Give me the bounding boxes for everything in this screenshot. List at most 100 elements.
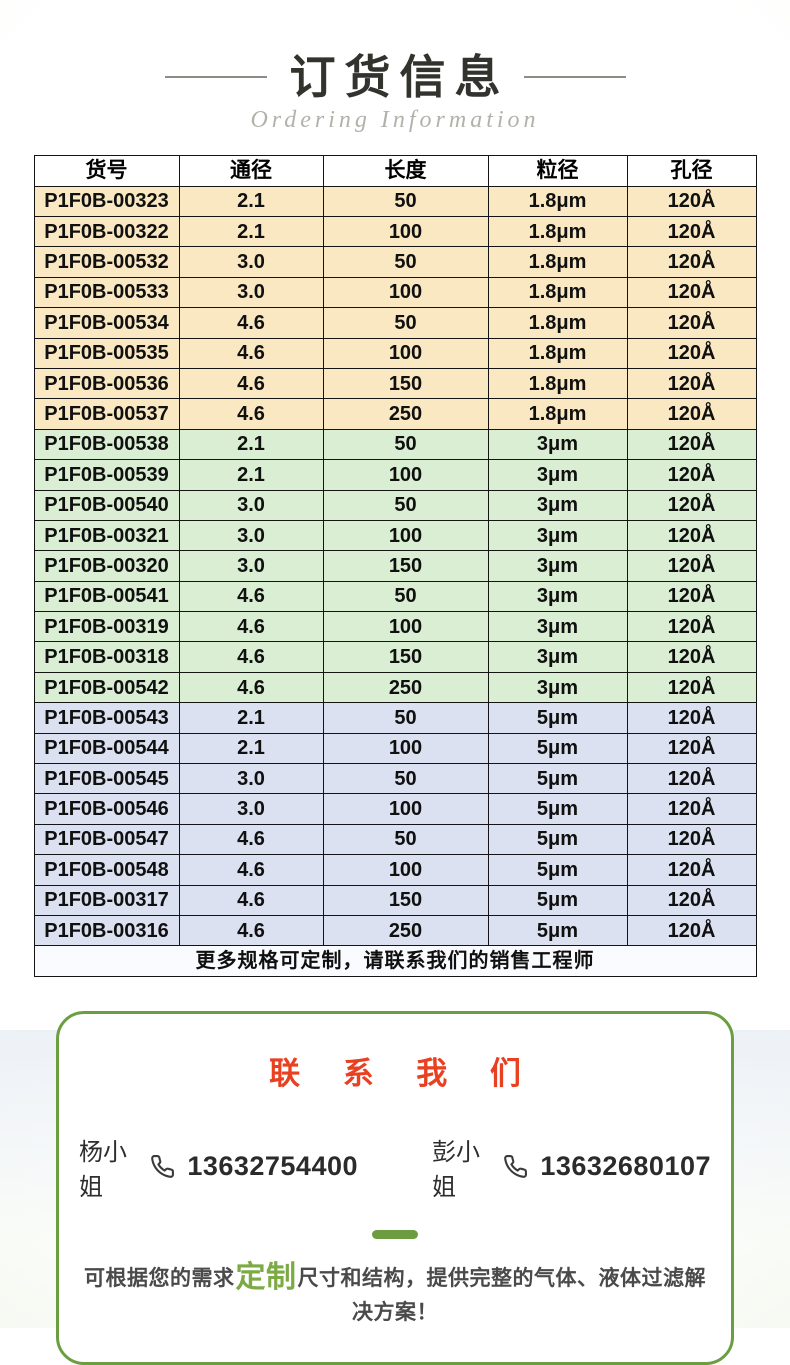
cell-part-number: P1F0B-00540 [33, 489, 180, 521]
cell-bore: 4.6 [178, 611, 324, 643]
cell-pore-size: 120Å [626, 185, 757, 217]
cell-pore-size: 120Å [626, 732, 757, 765]
contact-card: 联 系 我 们 杨小姐 13632754400 彭小姐 13632680107 … [56, 1010, 734, 1365]
cell-pore-size: 120Å [626, 580, 757, 613]
cell-particle-size: 1.8μm [487, 246, 628, 278]
cell-part-number: P1F0B-00319 [33, 611, 180, 643]
cell-particle-size: 3μm [487, 428, 628, 461]
cell-bore: 2.1 [178, 428, 324, 461]
table-row: P1F0B-00536 4.6 150 1.8μm 120Å [33, 367, 757, 400]
table-row: P1F0B-00534 4.6 50 1.8μm 120Å [33, 307, 757, 339]
cell-bore: 4.6 [178, 367, 324, 400]
contact-phone: 13632680107 [540, 1151, 711, 1182]
cell-pore-size: 120Å [626, 519, 757, 552]
cell-particle-size: 1.8μm [487, 215, 628, 248]
cell-particle-size: 5μm [487, 914, 628, 947]
table-row: P1F0B-00319 4.6 100 3μm 120Å [33, 611, 757, 643]
cell-part-number: P1F0B-00320 [33, 550, 180, 582]
table-row: P1F0B-00316 4.6 250 5μm 120Å [33, 914, 757, 947]
cell-particle-size: 3μm [487, 671, 628, 704]
cell-particle-size: 3μm [487, 550, 628, 582]
table-row: P1F0B-00539 2.1 100 3μm 120Å [33, 459, 757, 491]
table-footer-row: 更多规格可定制，请联系我们的销售工程师 [33, 945, 757, 977]
cell-length: 100 [322, 337, 489, 369]
cell-particle-size: 5μm [487, 763, 628, 795]
header-part-number: 货号 [33, 154, 180, 187]
table-header-row: 货号 通径 长度 粒径 孔径 [33, 154, 757, 187]
cell-length: 50 [322, 823, 489, 856]
cell-part-number: P1F0B-00542 [33, 671, 180, 704]
page-title: 订货信息 [289, 51, 510, 103]
cell-bore: 2.1 [178, 215, 324, 248]
cell-length: 150 [322, 641, 489, 673]
table-row: P1F0B-00318 4.6 150 3μm 120Å [33, 641, 757, 673]
cell-pore-size: 120Å [626, 489, 757, 521]
table-row: P1F0B-00533 3.0 100 1.8μm 120Å [33, 276, 757, 309]
table-row: P1F0B-00538 2.1 50 3μm 120Å [33, 428, 757, 461]
table-body: P1F0B-00323 2.1 50 1.8μm 120Å P1F0B-00322 2.1 1… [33, 185, 757, 947]
note-suffix: 尺寸和结构，提供完整的气体、液体过滤解决方案！ [297, 1266, 706, 1324]
cell-length: 100 [322, 215, 489, 248]
cell-particle-size: 5μm [487, 854, 628, 886]
cell-pore-size: 120Å [626, 611, 757, 643]
cell-part-number: P1F0B-00317 [33, 884, 180, 916]
cell-length: 50 [322, 702, 489, 734]
cell-part-number: P1F0B-00321 [33, 519, 180, 552]
cell-part-number: P1F0B-00322 [33, 215, 180, 248]
cell-part-number: P1F0B-00545 [33, 763, 180, 795]
cell-length: 50 [322, 580, 489, 613]
cell-part-number: P1F0B-00537 [33, 398, 180, 430]
cell-bore: 4.6 [178, 671, 324, 704]
cell-pore-size: 120Å [626, 884, 757, 916]
cell-bore: 3.0 [178, 519, 324, 552]
cell-bore: 4.6 [178, 884, 324, 916]
cell-pore-size: 120Å [626, 367, 757, 400]
table-row: P1F0B-00320 3.0 150 3μm 120Å [33, 550, 757, 582]
cell-length: 100 [322, 732, 489, 765]
title-right-line [523, 76, 626, 79]
cell-length: 100 [322, 459, 489, 491]
contact-card-title: 联 系 我 们 [269, 1055, 538, 1091]
cell-bore: 3.0 [178, 246, 324, 278]
cell-pore-size: 120Å [626, 246, 757, 278]
cell-pore-size: 120Å [626, 702, 757, 734]
cell-pore-size: 120Å [626, 823, 757, 856]
cell-length: 100 [322, 611, 489, 643]
note-prefix: 可根据您的需求 [84, 1266, 235, 1290]
phone-icon [150, 1154, 175, 1179]
cell-pore-size: 120Å [626, 307, 757, 339]
cell-length: 250 [322, 671, 489, 704]
cell-part-number: P1F0B-00536 [33, 367, 180, 400]
table-row: P1F0B-00317 4.6 150 5μm 120Å [33, 884, 757, 916]
note-highlight: 定制 [235, 1260, 297, 1294]
table-row: P1F0B-00543 2.1 50 5μm 120Å [33, 702, 757, 734]
table-row: P1F0B-00547 4.6 50 5μm 120Å [33, 823, 757, 856]
table-row: P1F0B-00322 2.1 100 1.8μm 120Å [33, 215, 757, 248]
cell-particle-size: 3μm [487, 580, 628, 613]
cell-part-number: P1F0B-00534 [33, 307, 180, 339]
table-row: P1F0B-00544 2.1 100 5μm 120Å [33, 732, 757, 765]
cell-pore-size: 120Å [626, 550, 757, 582]
cell-bore: 4.6 [178, 307, 324, 339]
cell-part-number: P1F0B-00323 [33, 185, 180, 217]
cell-bore: 4.6 [178, 337, 324, 369]
cell-length: 50 [322, 489, 489, 521]
cell-particle-size: 1.8μm [487, 307, 628, 339]
cell-particle-size: 5μm [487, 793, 628, 825]
cell-pore-size: 120Å [626, 641, 757, 673]
cell-pore-size: 120Å [626, 398, 757, 430]
cell-pore-size: 120Å [626, 337, 757, 369]
cell-bore: 4.6 [178, 580, 324, 613]
cell-particle-size: 3μm [487, 519, 628, 552]
cell-particle-size: 1.8μm [487, 337, 628, 369]
cell-part-number: P1F0B-00539 [33, 459, 180, 491]
contact-entry: 杨小姐 13632754400 [79, 1132, 358, 1202]
cell-pore-size: 120Å [626, 215, 757, 248]
cell-part-number: P1F0B-00532 [33, 246, 180, 278]
cell-part-number: P1F0B-00543 [33, 702, 180, 734]
header-pore-size: 孔径 [626, 154, 757, 187]
cell-bore: 3.0 [178, 793, 324, 825]
cell-part-number: P1F0B-00316 [33, 914, 180, 947]
cell-particle-size: 1.8μm [487, 367, 628, 400]
cell-length: 250 [322, 398, 489, 430]
